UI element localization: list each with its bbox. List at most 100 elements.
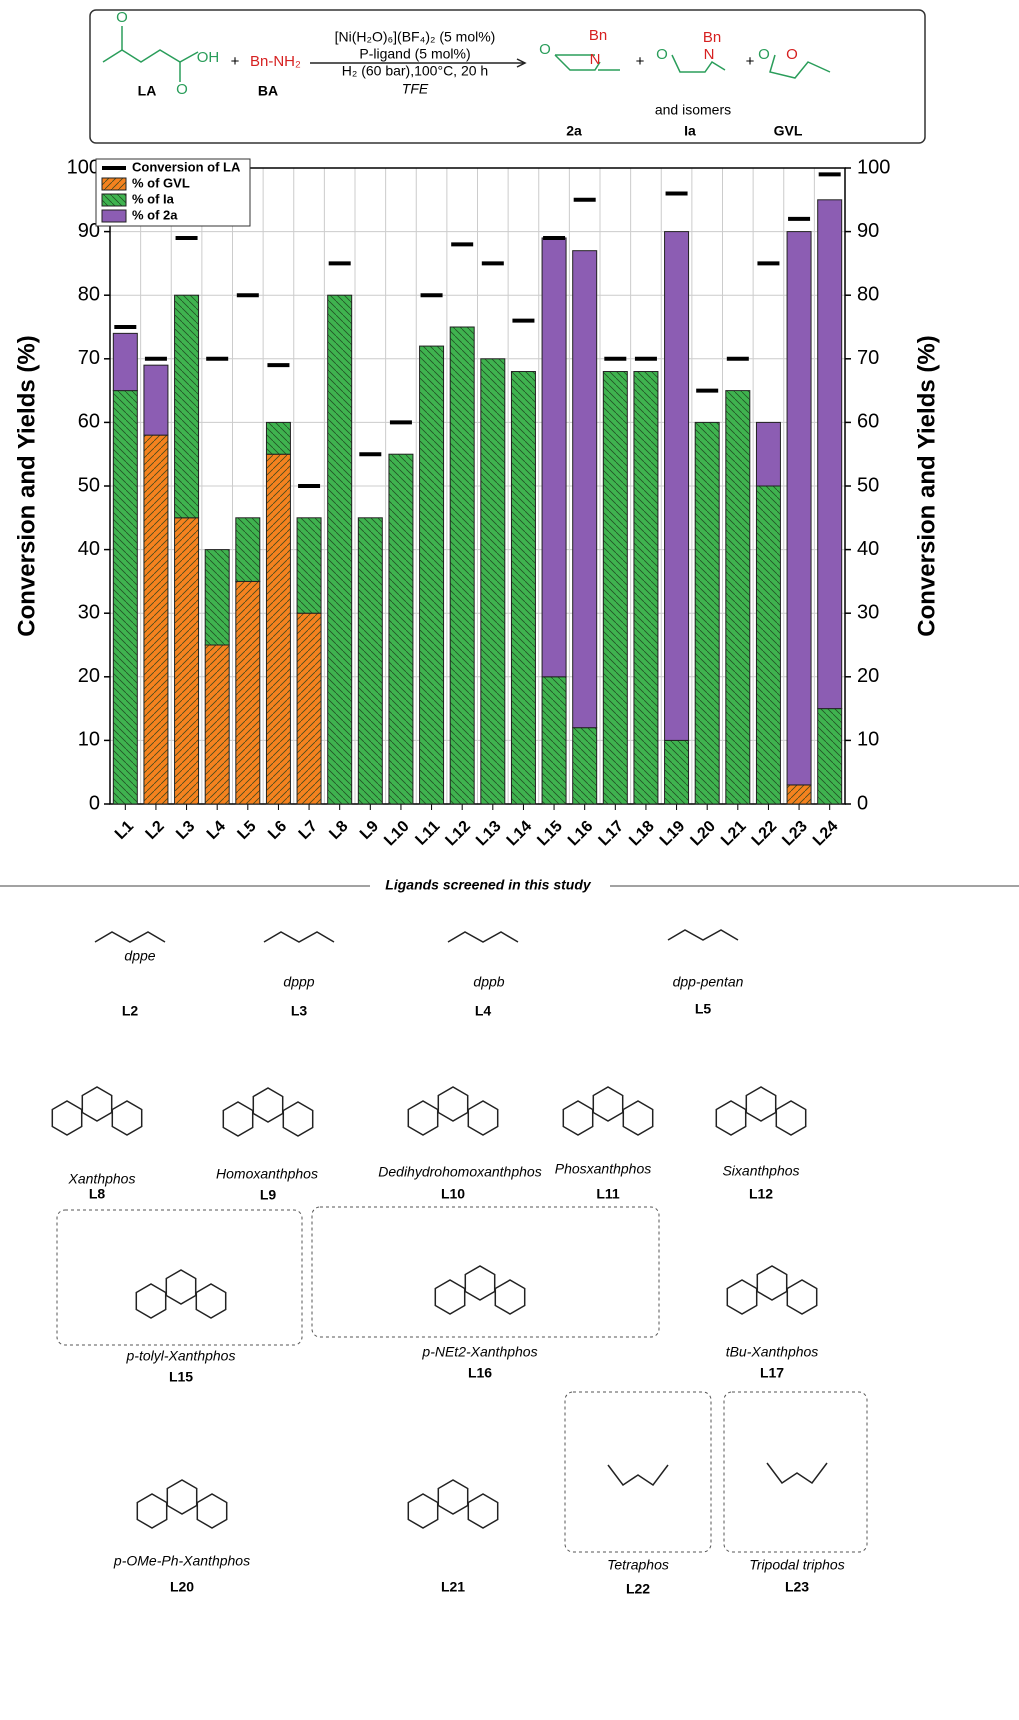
scheme-label: LA: [138, 83, 157, 99]
legend-label: % of GVL: [132, 175, 190, 190]
x-tick-label: L19: [657, 818, 689, 850]
x-tick-label: L3: [173, 818, 198, 843]
ligand-label: L9: [260, 1187, 277, 1203]
y2-tick-label: 40: [857, 538, 879, 560]
ring: [716, 1101, 745, 1135]
bar-segment: [787, 785, 811, 804]
ligand-name: dppp: [283, 974, 314, 990]
ring: [495, 1280, 524, 1314]
y2-tick-label: 10: [857, 729, 879, 751]
x-tick-label: L20: [687, 818, 719, 850]
y2-tick-label: 60: [857, 411, 879, 433]
ligand-label: L15: [169, 1369, 193, 1385]
y2-tick-label: 90: [857, 220, 879, 242]
ligand-label: L11: [596, 1186, 620, 1202]
ring: [408, 1101, 437, 1135]
x-tick-label: L22: [749, 818, 781, 850]
legend-label: % of 2a: [132, 207, 178, 222]
atom-label: N: [590, 51, 601, 68]
ligand-name: Tetraphos: [607, 1557, 669, 1573]
x-tick-label: L5: [234, 818, 259, 843]
bar-segment: [358, 518, 382, 804]
ring: [167, 1480, 196, 1514]
y2-tick-label: 100: [857, 156, 890, 178]
atom-label: O: [539, 41, 551, 58]
ring: [52, 1101, 81, 1135]
x-tick-label: L6: [265, 818, 290, 843]
condition: H₂ (60 bar),100°C, 20 h: [342, 63, 488, 79]
y2-tick-label: 80: [857, 283, 879, 305]
ring: [112, 1101, 141, 1135]
y2-tick-label: 30: [857, 601, 879, 623]
atom-label: N: [704, 46, 715, 63]
ring: [727, 1280, 756, 1314]
x-tick-label: L21: [718, 818, 750, 850]
ligand-name: p-OMe-Ph-Xanthphos: [113, 1553, 250, 1569]
atom-label: O: [116, 9, 128, 26]
ring: [196, 1284, 225, 1318]
product-label: Ia: [684, 123, 696, 139]
condition: P-ligand (5 mol%): [359, 46, 470, 62]
branch: [608, 1465, 668, 1485]
legend-label: Conversion of LA: [132, 159, 241, 174]
bar-segment: [236, 518, 260, 582]
x-tick-label: L13: [473, 818, 505, 850]
scheme-label: BA: [258, 83, 278, 99]
chain: [448, 932, 518, 942]
bar-segment: [573, 251, 597, 728]
x-tick-label: L8: [326, 818, 351, 843]
y2-tick-label: 20: [857, 665, 879, 687]
legend-swatch: [102, 194, 126, 206]
bar-segment: [634, 372, 658, 804]
bar-segment: [542, 677, 566, 804]
ring: [468, 1101, 497, 1135]
ring: [435, 1280, 464, 1314]
ligand-label: L17: [760, 1365, 784, 1381]
ring: [283, 1102, 312, 1136]
ligand-label: L2: [122, 1003, 139, 1019]
bar-segment: [175, 295, 199, 518]
ring: [408, 1494, 437, 1528]
bar-segment: [266, 422, 290, 454]
ring: [465, 1266, 494, 1300]
bar-segment: [144, 435, 168, 804]
bar-segment: [511, 372, 535, 804]
x-tick-label: L24: [810, 818, 842, 850]
ligand-name: tBu-Xanthphos: [726, 1344, 819, 1360]
product-label: 2a: [566, 123, 582, 139]
bar-segment: [205, 550, 229, 645]
bar-segment: [205, 645, 229, 804]
x-tick-label: L1: [112, 818, 137, 843]
bar-segment: [175, 518, 199, 804]
bar-segment: [297, 518, 321, 613]
ring: [563, 1101, 592, 1135]
ligand-name: Phosxanthphos: [555, 1161, 652, 1177]
bar-segment: [787, 232, 811, 785]
ring: [223, 1102, 252, 1136]
ligand-label: L12: [749, 1186, 773, 1202]
bar-segment: [756, 486, 780, 804]
y-tick-label: 80: [78, 283, 100, 305]
bar-segment: [818, 200, 842, 709]
x-tick-label: L11: [412, 818, 443, 849]
y-tick-label: 0: [89, 792, 100, 814]
x-tick-label: L23: [779, 818, 811, 850]
legend-label: % of Ia: [132, 191, 175, 206]
y-tick-label: 40: [78, 538, 100, 560]
ligand-name: Sixanthphos: [722, 1163, 799, 1179]
ring: [166, 1270, 195, 1304]
y-tick-label: 50: [78, 474, 100, 496]
bar-segment: [756, 422, 780, 486]
y-tick-label: 30: [78, 601, 100, 623]
ligand-name: dppb: [473, 974, 504, 990]
ligand-label: L20: [170, 1579, 194, 1595]
plus: +: [636, 53, 645, 70]
bar-segment: [113, 333, 137, 390]
x-tick-label: L17: [596, 818, 628, 850]
bar-segment: [603, 372, 627, 804]
ligand-name: Tripodal triphos: [749, 1557, 844, 1573]
ring: [757, 1266, 786, 1300]
bar-segment: [236, 581, 260, 804]
chain: [668, 930, 738, 940]
legend-swatch: [102, 178, 126, 190]
